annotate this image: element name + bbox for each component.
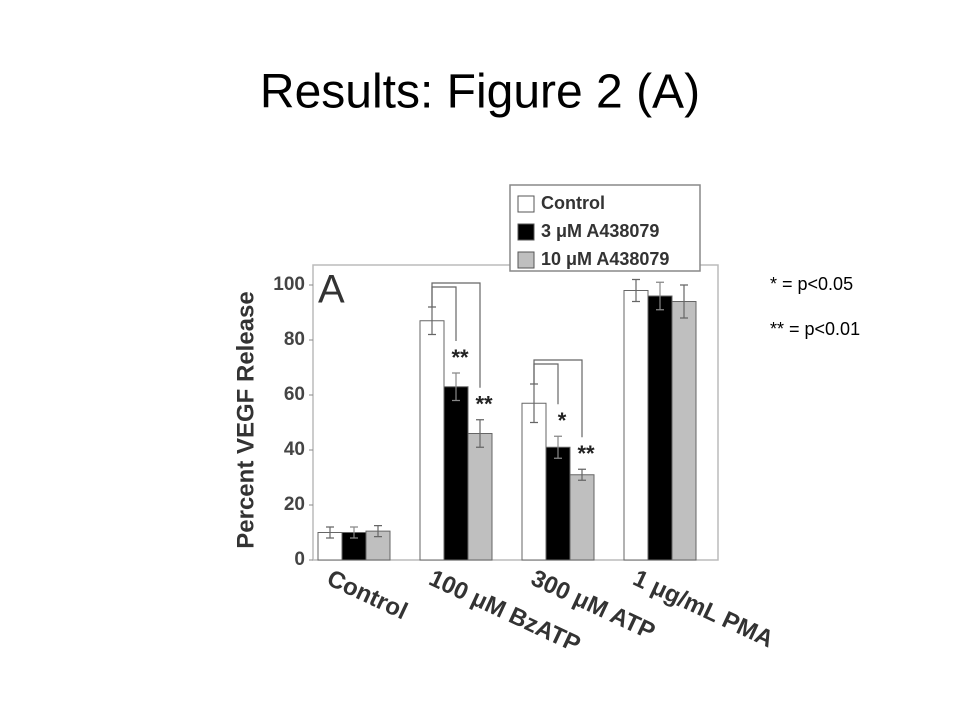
bar (443, 386, 469, 561)
legend-label: 3 μM A438079 (541, 221, 659, 241)
y-tick-label: 80 (284, 329, 305, 350)
y-tick-label: 100 (273, 274, 305, 295)
error-bar (452, 372, 460, 402)
significance-mark: ** (577, 441, 595, 466)
error-bar (374, 525, 382, 538)
bar (521, 402, 547, 561)
legend-swatch (517, 223, 535, 241)
error-bar (326, 526, 334, 539)
bar (671, 301, 697, 561)
bar (569, 474, 595, 561)
error-bar (350, 526, 358, 539)
significance-bracket (431, 282, 481, 388)
y-tick-label: 60 (284, 384, 305, 405)
bar (623, 290, 649, 561)
note: ** = p<0.01 (770, 319, 860, 339)
legend-swatch (517, 195, 535, 213)
error-bar (656, 281, 664, 311)
bar (467, 433, 493, 561)
note: * = p<0.05 (770, 274, 853, 294)
error-bar (476, 419, 484, 448)
y-tick-label: 0 (294, 549, 305, 570)
x-tick-label: 1 μg/mL PMA (629, 565, 778, 654)
bar (419, 320, 445, 561)
significance-mark: ** (475, 392, 493, 417)
error-bar (680, 284, 688, 319)
y-tick-label: 40 (284, 439, 305, 460)
y-axis-label: Percent VEGF Release (232, 291, 259, 548)
error-bar (578, 468, 586, 481)
bar (545, 446, 571, 561)
x-tick-label: Control (323, 565, 412, 626)
significance-mark: * (558, 408, 567, 433)
error-bar (632, 278, 640, 303)
error-bar (554, 435, 562, 459)
legend-label: Control (541, 193, 605, 213)
bar (647, 295, 673, 561)
significance-bracket (533, 359, 583, 438)
legend (509, 184, 701, 272)
legend-label: 10 μM A438079 (541, 249, 669, 269)
slide-title: Results: Figure 2 (A) (260, 66, 700, 119)
significance-mark: ** (451, 345, 469, 370)
y-tick-label: 20 (284, 494, 305, 515)
panel-label: A (318, 268, 345, 312)
legend-swatch (517, 251, 535, 269)
